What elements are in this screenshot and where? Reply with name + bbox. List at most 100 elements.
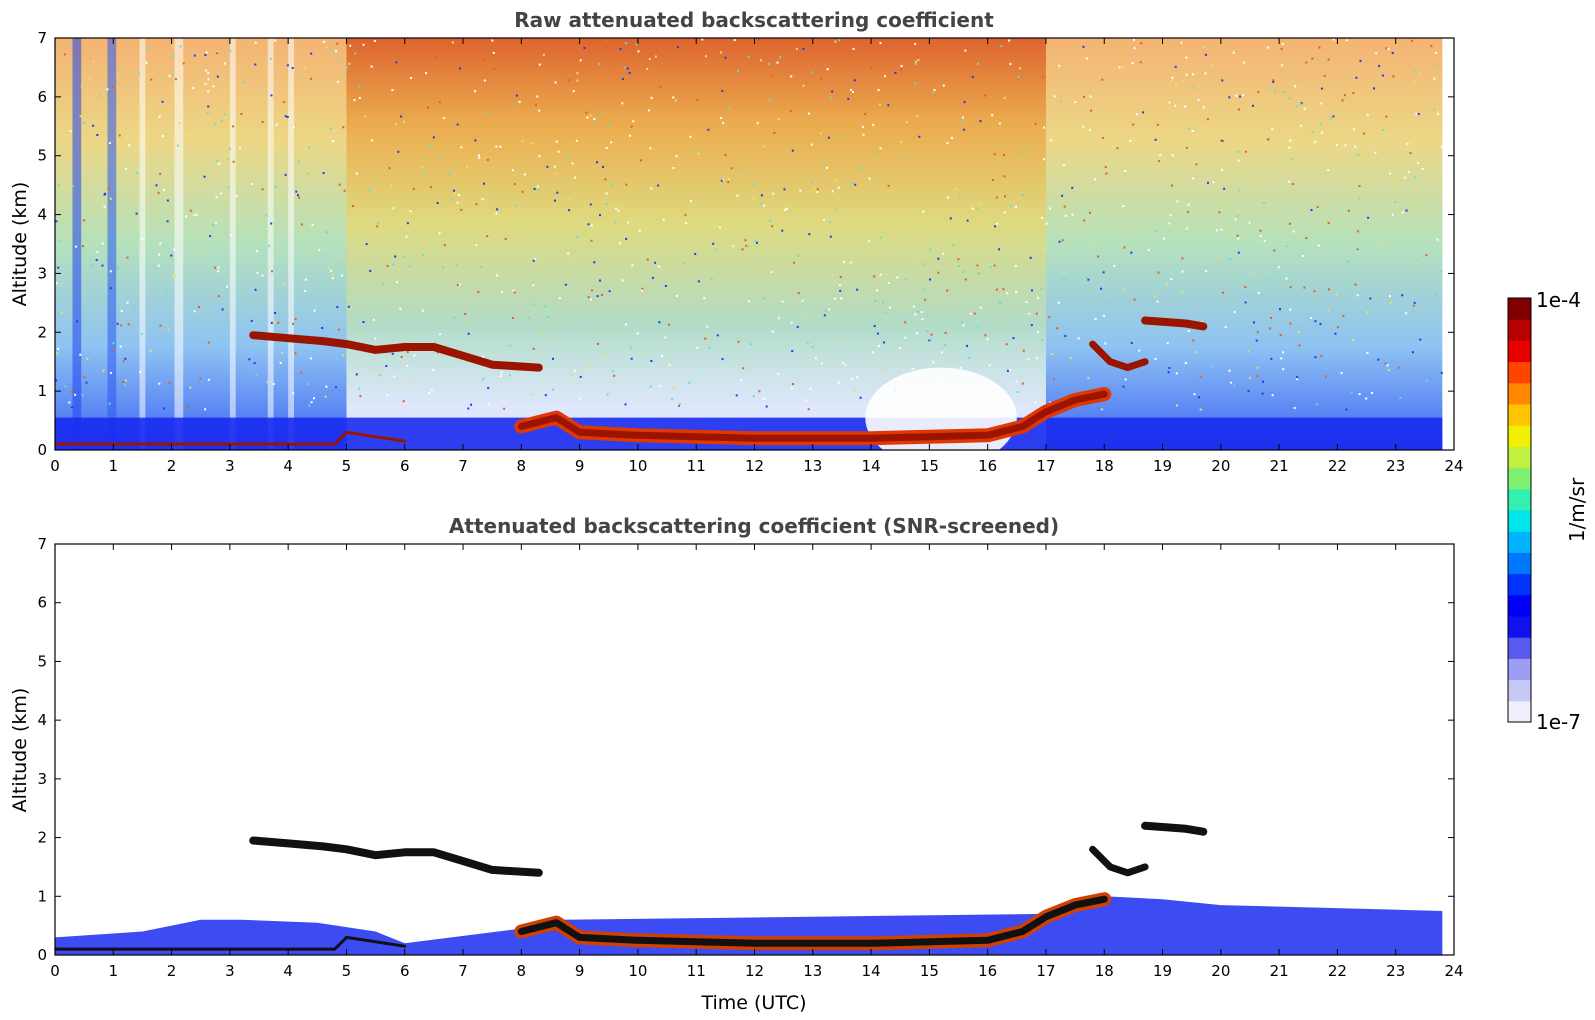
noise-speck: [878, 249, 880, 251]
noise-speck: [1270, 357, 1273, 360]
noise-speck: [499, 145, 502, 148]
noise-speck: [1199, 408, 1202, 411]
noise-speck: [477, 154, 480, 157]
noise-speck: [1071, 213, 1074, 216]
noise-speck: [400, 356, 403, 358]
noise-speck: [532, 284, 535, 287]
noise-speck: [370, 139, 373, 142]
noise-speck: [914, 62, 917, 65]
noise-speck: [109, 371, 112, 374]
noise-speck: [229, 50, 232, 53]
noise-speck: [625, 237, 628, 240]
noise-speck: [82, 245, 84, 248]
noise-speck: [900, 140, 903, 143]
noise-speck: [205, 51, 208, 54]
noise-speck: [969, 312, 972, 315]
noise-speck: [1422, 258, 1425, 261]
noise-speck: [1069, 357, 1072, 360]
noise-speck: [1006, 369, 1009, 372]
noise-speck: [1340, 372, 1343, 375]
noise-speck: [697, 280, 700, 283]
axis-ticks: 0 1 2 3 4 5 6 7 8 9 10 11 12 13 14 15 16 17 18 19 20 21 22 23 24…: [37, 535, 1463, 980]
noise-speck: [224, 115, 227, 118]
noise-speck: [894, 72, 897, 74]
noise-speck: [1280, 47, 1283, 50]
noise-speck: [966, 344, 968, 347]
noise-speck: [1155, 229, 1158, 232]
noise-speck: [928, 339, 931, 342]
noise-speck: [1288, 222, 1291, 225]
y-tick-label: 7: [37, 535, 47, 553]
noise-speck: [1355, 76, 1358, 79]
noise-speck: [487, 403, 490, 406]
noise-speck: [448, 173, 451, 176]
noise-speck: [777, 118, 780, 120]
noise-speck: [1209, 115, 1212, 118]
noise-speck: [963, 101, 966, 104]
noise-speck: [764, 226, 767, 229]
noise-speck: [1350, 391, 1353, 394]
noise-speck: [579, 59, 582, 62]
noise-speck: [1285, 277, 1288, 280]
noise-speck: [1255, 339, 1258, 342]
noise-speck: [623, 66, 626, 69]
noise-speck: [370, 65, 373, 68]
noise-speck: [57, 347, 60, 350]
noise-speck: [1197, 99, 1200, 101]
noise-speck: [847, 97, 850, 100]
noise-speck: [827, 237, 830, 240]
noise-speck: [271, 270, 273, 273]
colorbar-band: [1508, 700, 1531, 723]
noise-speck: [1061, 194, 1064, 197]
heatmap-background: [55, 38, 1443, 450]
noise-speck: [805, 399, 808, 402]
noise-speck: [388, 167, 391, 170]
noise-speck: [994, 225, 997, 228]
noise-speck: [1014, 264, 1017, 267]
noise-speck: [1031, 289, 1033, 292]
noise-speck: [274, 39, 277, 42]
noise-speck: [178, 59, 181, 62]
noise-speck: [1051, 353, 1054, 355]
noise-speck: [740, 169, 743, 172]
noise-speck: [856, 288, 859, 291]
noise-speck: [770, 271, 773, 274]
noise-speck: [397, 150, 400, 153]
noise-speck: [303, 66, 306, 69]
noise-speck: [712, 242, 715, 245]
noise-speck: [107, 187, 110, 190]
noise-speck: [668, 363, 671, 366]
noise-speck: [286, 116, 289, 118]
noise-speck: [1175, 372, 1178, 375]
noise-speck: [840, 297, 843, 300]
noise-speck: [641, 287, 644, 290]
noise-speck: [272, 383, 275, 385]
noise-speck: [172, 274, 175, 277]
noise-speck: [904, 278, 907, 281]
noise-speck: [141, 237, 144, 240]
noise-speck: [55, 352, 58, 355]
noise-speck: [1088, 148, 1091, 151]
noise-speck: [458, 283, 461, 286]
noise-speck: [776, 61, 779, 64]
noise-speck: [324, 395, 327, 398]
noise-speck: [219, 161, 222, 164]
noise-speck: [1246, 295, 1249, 298]
noise-speck: [1297, 326, 1300, 329]
noise-speck: [482, 58, 485, 61]
colorbar-band: [1508, 573, 1531, 596]
noise-speck: [1233, 384, 1236, 387]
noise-speck: [1037, 296, 1040, 299]
noise-speck: [140, 332, 143, 335]
noise-speck: [589, 365, 592, 368]
noise-speck: [802, 48, 805, 50]
noise-speck: [458, 44, 461, 47]
noise-speck: [1332, 115, 1335, 118]
x-tick-label: 13: [803, 457, 822, 475]
noise-speck: [1220, 228, 1223, 231]
noise-speck: [204, 54, 207, 56]
noise-speck: [359, 395, 362, 398]
noise-speck: [1147, 249, 1150, 252]
noise-speck: [733, 39, 736, 42]
noise-speck: [1017, 76, 1020, 78]
